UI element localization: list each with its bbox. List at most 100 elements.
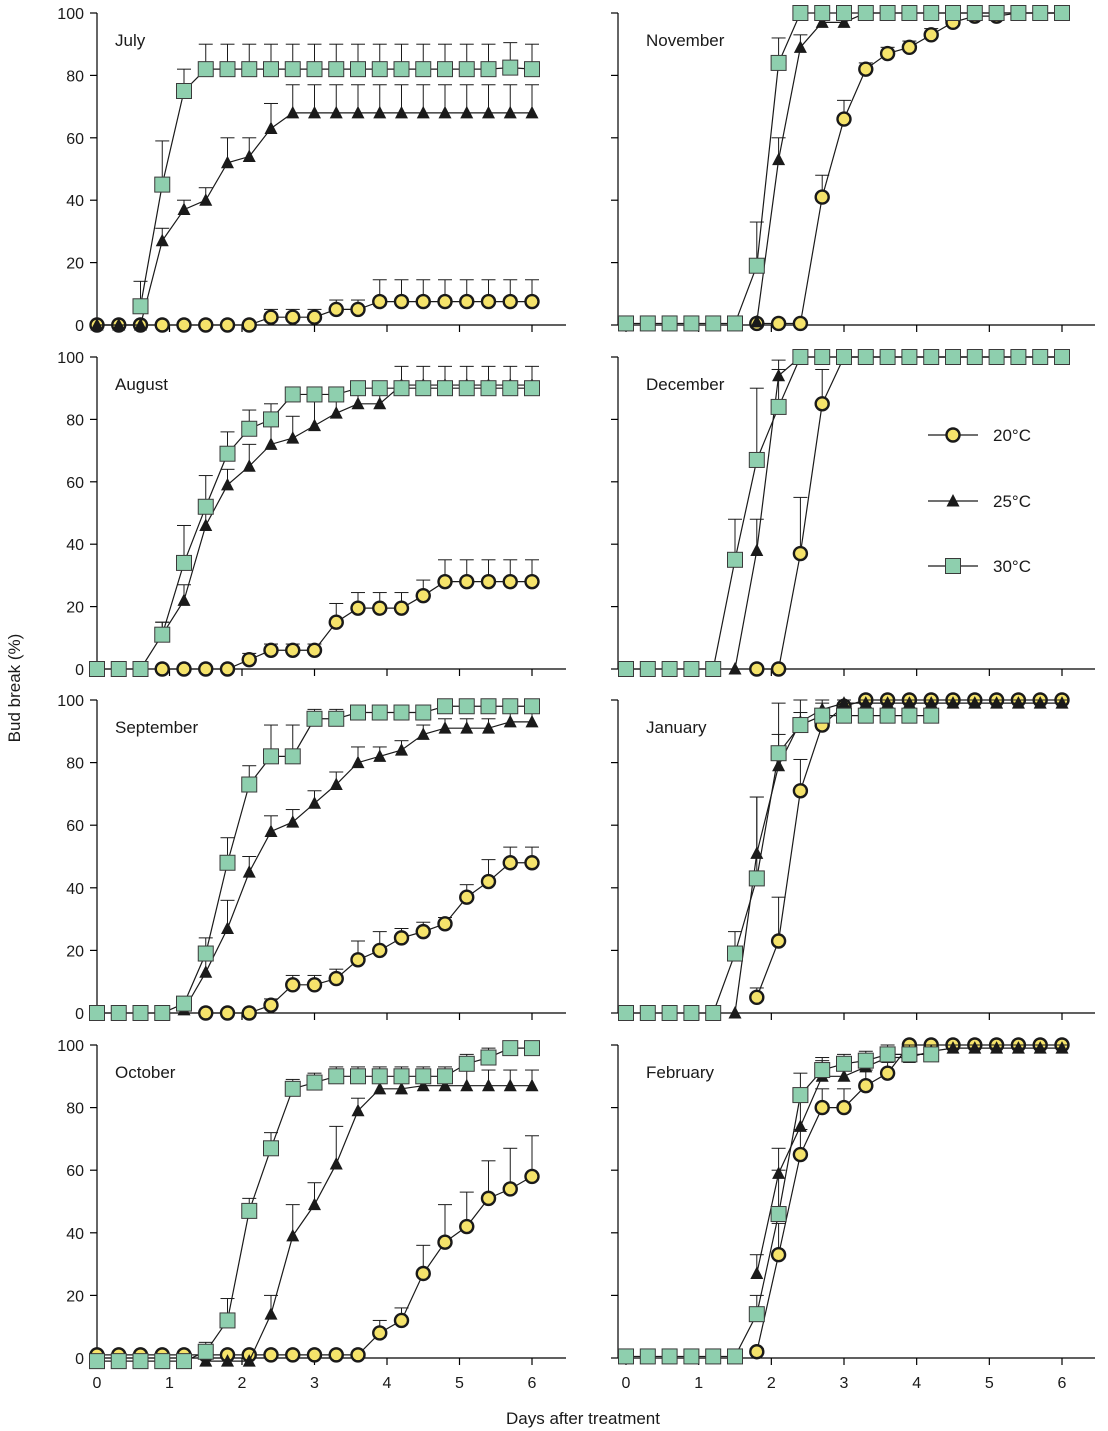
panel-september-series-25-c-point-triangle <box>329 777 343 791</box>
panel-september-series-25-c-point-triangle <box>199 965 213 978</box>
panel-july-series-25-c-point-triangle <box>155 233 169 247</box>
panel-july-series-30-c-point-square <box>437 61 453 78</box>
panel-august-series-30-c-point-square <box>415 380 432 397</box>
panel-november-series-20-c-point-circle <box>879 45 896 62</box>
y-axis-label: Bud break (%) <box>5 634 24 743</box>
panel-september: 0 20 40 60 80 100 September <box>57 693 566 1023</box>
panel-september-series-20-c-point-circle <box>263 997 279 1013</box>
panel-december-series-30-c-point-square <box>639 661 656 677</box>
panel-november-series-30-c-point-square <box>836 5 852 21</box>
panel-september-series-30-c <box>89 698 540 1021</box>
panel-september-series-30-c-point-square <box>371 704 388 721</box>
panel-september-series-30-c-point-square <box>437 698 453 715</box>
panel-july-series-20-c-point-circle <box>263 309 279 325</box>
panel-october-series-30-c-point-square <box>415 1068 432 1085</box>
panel-july-y-tick-label: 80 <box>66 68 84 85</box>
panel-november-series-30-c-point-square <box>857 5 874 21</box>
panel-november-series-20-c-point-circle <box>770 315 787 332</box>
panel-september-y-tick-label: 0 <box>75 1006 84 1023</box>
panel-january-series-30-c-point-square <box>792 717 809 734</box>
panel-january-series-30-c-point-square <box>770 745 787 762</box>
panel-december-series-30-c-point-square <box>1032 349 1049 365</box>
panel-january-series-30-c-point-square <box>661 1005 678 1021</box>
panel-december-series-20-c-point-circle <box>770 661 787 677</box>
panel-october-series-25-c-point-triangle <box>525 1078 539 1092</box>
panel-october-series-25-c-point-triangle <box>264 1307 278 1320</box>
panel-august-series-25-c-point-triangle <box>351 396 365 410</box>
panel-july-series-25-c-point-triangle <box>416 105 430 119</box>
panel-january-series-30-c <box>618 702 940 1021</box>
panel-october-series-30-c-point-square <box>89 1353 105 1370</box>
panel-september-series-30-c-point-square <box>480 698 497 715</box>
panel-july-series-30-c-point-square <box>284 61 301 78</box>
panel-february-series-30-c-point-square <box>639 1348 656 1365</box>
panel-october-series-20-c-point-circle <box>393 1312 410 1329</box>
panel-february-series-25-c-point-triangle <box>1055 1041 1069 1054</box>
panel-february-x-tick-label: 6 <box>1058 1375 1067 1392</box>
panel-january-series-25-c-point-triangle <box>881 696 895 709</box>
panel-september-series-30-c-point-square <box>502 698 519 715</box>
panel-february-series-30-c-point-square <box>618 1348 634 1365</box>
panel-january-series-30-c-point-square <box>748 870 765 887</box>
panel-october-series-30-c-point-square <box>458 1055 475 1072</box>
panel-august-series-30-c-point-square <box>219 445 236 462</box>
panel-january-series-20-c <box>749 692 1070 1006</box>
panel-january-series-25-c-point-triangle <box>924 696 938 709</box>
legend-marker-triangle <box>946 494 960 507</box>
panel-august-series-30-c-point-square <box>328 386 345 403</box>
panel-february-series-30-c-point-square <box>727 1348 743 1365</box>
panel-july-series-30-c-point-square <box>306 61 323 78</box>
panel-september-y-tick-label: 60 <box>66 818 84 835</box>
panel-july-series-30-c-point-square <box>371 61 388 78</box>
panel-january-series-25-c-line <box>734 702 1062 1014</box>
panel-august-series-20-c-point-circle <box>198 661 214 677</box>
panel-december: December <box>611 349 1095 677</box>
panel-november-series-30-c-point-square <box>923 5 940 21</box>
panel-september-series-20-c-point-circle <box>459 889 475 905</box>
panel-september-series-30-c-point-square <box>393 704 410 721</box>
panel-november-series-30-c-point-square <box>748 257 765 274</box>
legend-marker-circle <box>945 427 961 443</box>
panel-february-series-30-c-point-square <box>792 1087 809 1104</box>
panel-august-series-30-c-point-square <box>176 554 192 571</box>
panel-february-series-25-c-point-triangle <box>1033 1041 1047 1054</box>
panel-august-series-30-c-point-square <box>458 380 475 397</box>
panel-november-series-30-c-point-square <box>1054 5 1070 21</box>
panel-december-series-30-c-point-square <box>748 451 765 468</box>
panel-october-series-30-c-point-square <box>219 1312 236 1329</box>
panel-august-series-30-c-point-square <box>306 386 323 403</box>
panel-august-y-tick-label: 60 <box>66 475 84 492</box>
panel-september-series-20-c-point-circle <box>198 1005 214 1021</box>
panel-january-series-25-c-point-triangle <box>772 758 786 772</box>
panel-july-series-20-c-point-circle <box>198 317 214 333</box>
panel-july-series-20-c-point-circle <box>437 293 453 310</box>
panel-october-series-25-c-point-triangle <box>329 1156 343 1170</box>
panel-october-series-30-c-point-square <box>263 1140 279 1157</box>
panel-september-series-30-c-point-square <box>306 710 323 727</box>
panel-july-series-20-c-point-circle <box>285 309 301 325</box>
panel-august-series-30-c-point-square <box>480 380 497 397</box>
panel-august-y-tick-label: 0 <box>75 662 84 679</box>
legend-label: 20°C <box>993 426 1031 445</box>
panel-july-series-30-c-point-square <box>197 61 214 78</box>
panel-november-series-30-c-point-square <box>705 315 722 332</box>
panel-december-series-30-c-point-square <box>792 349 809 365</box>
panel-february-series-25-c-point-triangle <box>793 1119 807 1132</box>
legend-label: 30°C <box>993 557 1031 576</box>
panel-july-series-30-c-point-square <box>154 176 171 193</box>
legend-item-25-c: 25°C <box>928 492 1031 511</box>
panel-november-series-30-c-point-square <box>792 5 809 21</box>
panel-july-series-20-c-point-circle <box>241 317 257 333</box>
panel-february-series-25-c-point-triangle <box>1011 1041 1025 1054</box>
panel-october-series-25-c-point-triangle <box>199 1354 213 1367</box>
panel-november-series-20-c-point-circle <box>814 189 830 205</box>
panel-july-series-25-c-point-triangle <box>329 105 343 119</box>
panel-july-series-20-c-point-circle <box>415 293 431 310</box>
panel-february-title: February <box>646 1063 715 1082</box>
panel-september-series-30-c-point-square <box>328 710 345 727</box>
panel-october-series-20-c-point-circle <box>350 1347 366 1363</box>
panel-february-x-tick-label: 1 <box>694 1375 703 1392</box>
panel-october-series-30-c-point-square <box>437 1068 453 1085</box>
panel-august-series-20-c-point-circle <box>176 661 192 677</box>
